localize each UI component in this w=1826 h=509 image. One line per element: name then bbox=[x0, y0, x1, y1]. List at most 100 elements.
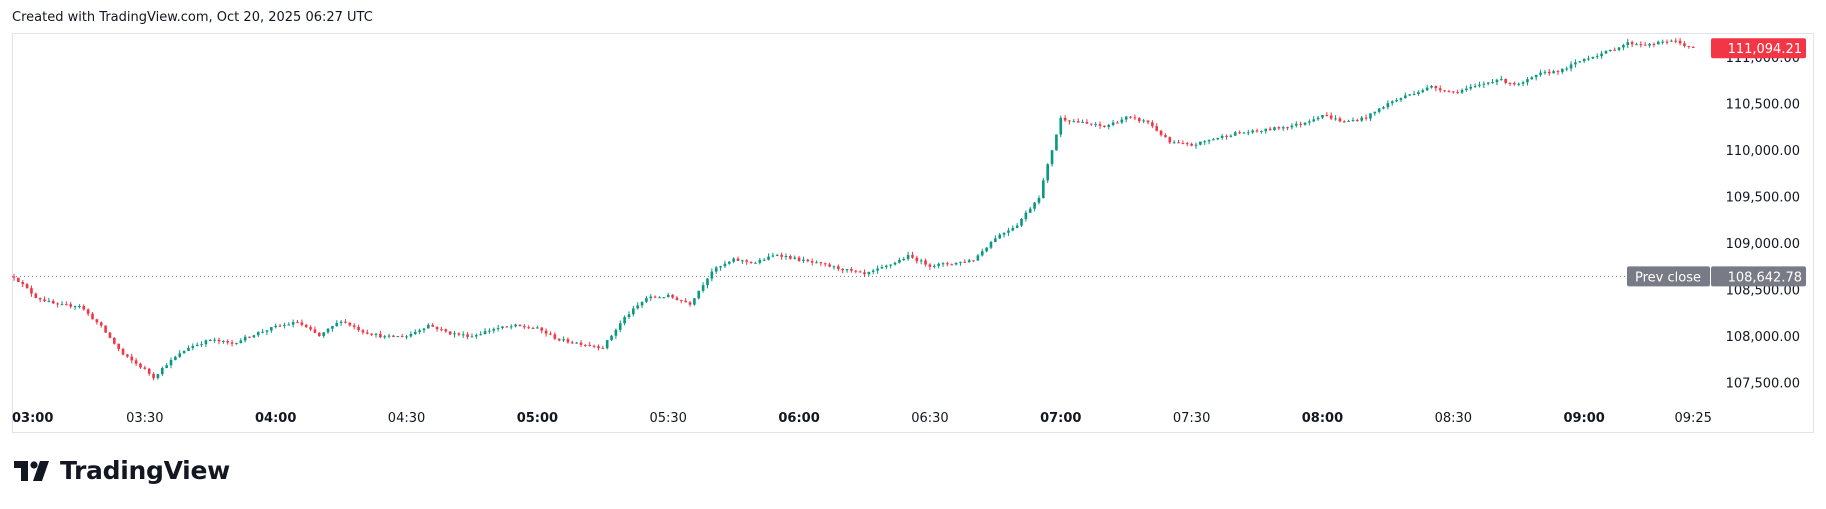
candle-body bbox=[775, 254, 779, 256]
candle-body bbox=[1604, 51, 1608, 54]
candle-body bbox=[1194, 144, 1198, 146]
candle-body bbox=[514, 324, 517, 327]
candle-body bbox=[1129, 116, 1132, 118]
candle-body bbox=[1286, 127, 1289, 129]
candle-body bbox=[906, 254, 910, 259]
candle-body bbox=[1316, 117, 1320, 120]
candle-body bbox=[1447, 91, 1451, 93]
candle-body bbox=[802, 259, 805, 261]
candle-body bbox=[1683, 43, 1686, 46]
candle-body bbox=[1146, 120, 1150, 123]
candle-body bbox=[78, 305, 81, 307]
candle-body bbox=[1011, 227, 1015, 231]
candle-body bbox=[815, 262, 818, 264]
candle-body bbox=[1547, 71, 1551, 74]
candle-body bbox=[998, 234, 1002, 239]
candle-body bbox=[1499, 79, 1503, 81]
candle-body bbox=[714, 267, 718, 272]
y-axis-tick-label: 108,500.00 bbox=[1726, 284, 1800, 299]
candle-body bbox=[767, 256, 770, 260]
candle-body bbox=[30, 288, 33, 294]
candle-body bbox=[959, 261, 962, 263]
candle-body bbox=[1504, 79, 1507, 83]
candle-body bbox=[749, 261, 753, 263]
candle-body bbox=[501, 326, 504, 328]
candle-body bbox=[867, 271, 871, 275]
candle-body bbox=[99, 322, 103, 326]
candle-body bbox=[370, 333, 373, 335]
candle-body bbox=[819, 262, 823, 264]
candle-body bbox=[627, 314, 631, 318]
candle-body bbox=[405, 336, 408, 338]
candle-body bbox=[1491, 82, 1494, 84]
candle-body bbox=[509, 326, 513, 328]
candle-body bbox=[1185, 143, 1189, 145]
candle-body bbox=[470, 336, 474, 338]
candle-body bbox=[1124, 116, 1128, 120]
candle-body bbox=[1421, 90, 1425, 93]
tradingview-logo: TradingView bbox=[14, 456, 230, 485]
candle-body bbox=[270, 327, 273, 331]
candle-body bbox=[1312, 119, 1316, 122]
candle-body bbox=[1094, 124, 1097, 126]
candle-body bbox=[640, 301, 644, 306]
candle-body bbox=[566, 339, 570, 343]
candle-body bbox=[741, 260, 744, 262]
candle-body bbox=[1417, 92, 1420, 94]
candle-body bbox=[1430, 85, 1433, 88]
candle-body bbox=[584, 344, 587, 346]
candle-body bbox=[693, 298, 696, 305]
candle-body bbox=[222, 340, 225, 342]
last-price-label: 111,094.21 bbox=[1728, 42, 1802, 57]
candle-body bbox=[588, 344, 592, 346]
candle-body bbox=[1521, 82, 1525, 84]
candle-body bbox=[562, 339, 565, 341]
candle-body bbox=[1103, 125, 1106, 127]
candle-body bbox=[1229, 135, 1233, 137]
candle-body bbox=[1303, 122, 1307, 125]
candle-body bbox=[291, 322, 295, 325]
prev-close-label: Prev close bbox=[1635, 270, 1701, 285]
candle-body bbox=[553, 334, 557, 339]
candlestick-chart[interactable]: 107,500.00 108,000.00 108,500.00 109,000.00… bbox=[0, 0, 1826, 440]
candle-body bbox=[357, 326, 360, 331]
candle-body bbox=[1042, 180, 1045, 198]
candle-body bbox=[1360, 117, 1364, 121]
candle-body bbox=[1242, 132, 1246, 134]
candle-body bbox=[610, 335, 613, 341]
candle-body bbox=[1177, 142, 1180, 144]
candle-body bbox=[854, 270, 858, 272]
prev-close-label-badge bbox=[1627, 266, 1710, 287]
candle-body bbox=[806, 259, 810, 262]
candle-body bbox=[352, 325, 356, 327]
candle-body bbox=[1085, 121, 1089, 124]
candle-body bbox=[326, 328, 330, 333]
candle-body bbox=[1539, 72, 1542, 75]
candle-body bbox=[1015, 225, 1019, 228]
last-price-badge bbox=[1711, 38, 1806, 59]
candle-body bbox=[86, 309, 90, 314]
candle-body bbox=[492, 328, 496, 331]
candle-body bbox=[1373, 111, 1377, 114]
candle-body bbox=[1281, 127, 1285, 129]
candle-body bbox=[466, 334, 469, 337]
x-axis-tick-label: 09:00 bbox=[1563, 411, 1604, 426]
candle-body bbox=[911, 254, 914, 258]
candle-body bbox=[1338, 118, 1342, 122]
candle-body bbox=[1299, 123, 1302, 125]
x-axis-tick-label: 05:30 bbox=[649, 411, 686, 426]
candle-body bbox=[797, 257, 801, 261]
x-axis-tick-label: 06:00 bbox=[778, 411, 819, 426]
candle-body bbox=[361, 330, 365, 333]
candle-body bbox=[1382, 107, 1385, 109]
candle-body bbox=[1164, 135, 1167, 138]
candle-body bbox=[719, 266, 722, 268]
candle-body bbox=[1050, 150, 1054, 165]
candle-body bbox=[1329, 115, 1333, 119]
candle-body bbox=[1369, 113, 1372, 119]
candle-body bbox=[448, 331, 452, 335]
tradingview-logo-icon bbox=[14, 460, 49, 481]
candle-body bbox=[457, 333, 461, 335]
candle-body bbox=[1552, 71, 1555, 74]
candle-body bbox=[1255, 130, 1259, 132]
